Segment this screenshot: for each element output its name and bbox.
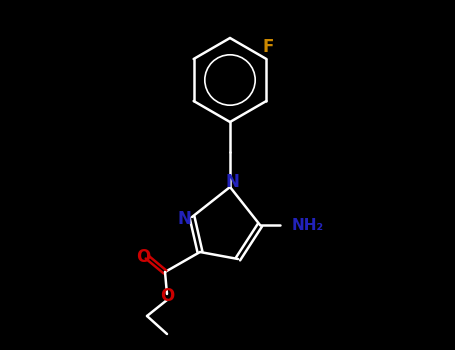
Text: N: N xyxy=(177,210,191,228)
Text: O: O xyxy=(136,248,150,266)
Text: N: N xyxy=(225,173,239,191)
Text: O: O xyxy=(160,287,174,305)
Text: F: F xyxy=(263,38,274,56)
Text: NH₂: NH₂ xyxy=(292,217,324,232)
